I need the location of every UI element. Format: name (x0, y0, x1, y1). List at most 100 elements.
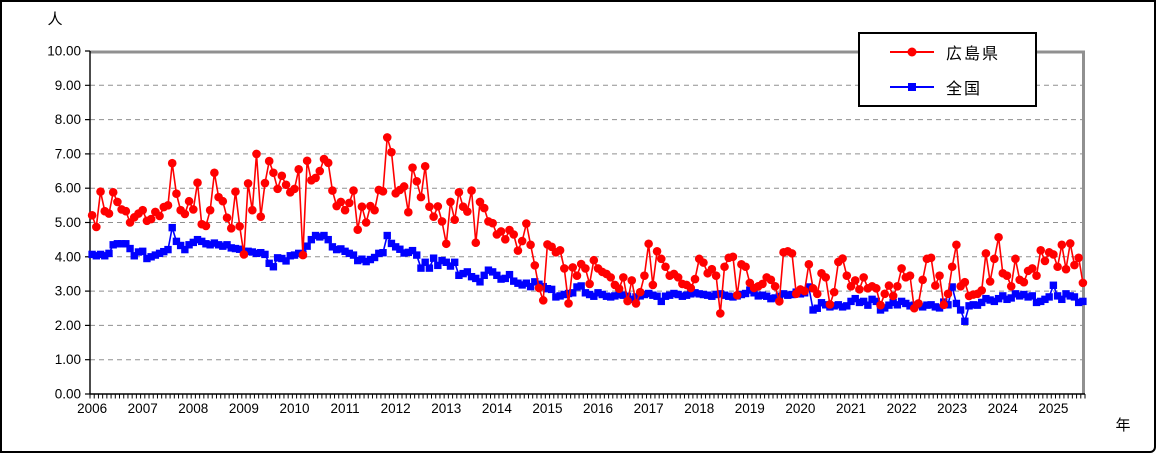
data-point-zenkoku (556, 292, 564, 300)
data-point-zenkoku (484, 266, 493, 274)
data-point-hiroshima (627, 276, 637, 285)
data-point-hiroshima (918, 275, 927, 285)
data-point-hiroshima (239, 250, 249, 259)
data-point-hiroshima (728, 252, 738, 262)
data-point-hiroshima (298, 250, 308, 260)
data-point-hiroshima (180, 209, 190, 219)
data-point-zenkoku (96, 250, 105, 259)
data-point-hiroshima (943, 289, 953, 299)
data-point-zenkoku (147, 253, 155, 261)
y-tick-label: 4.00 (55, 249, 81, 264)
data-point-zenkoku (117, 240, 126, 248)
data-point-hiroshima (1061, 264, 1071, 274)
red-line-circle-marker-icon (890, 47, 934, 57)
data-point-hiroshima (399, 182, 409, 191)
data-point-hiroshima (644, 239, 653, 249)
data-point-zenkoku (1032, 298, 1041, 307)
data-point-hiroshima (155, 211, 164, 221)
data-point-zenkoku (370, 253, 379, 262)
data-point-zenkoku (282, 257, 290, 265)
data-point-hiroshima (429, 212, 438, 221)
x-tick-label: 2014 (482, 401, 513, 416)
data-point-zenkoku (590, 292, 598, 300)
data-point-zenkoku (459, 269, 467, 278)
data-point-zenkoku (160, 247, 168, 256)
data-point-zenkoku (362, 257, 370, 266)
data-point-zenkoku (105, 249, 113, 258)
data-point-hiroshima (842, 271, 852, 280)
data-point-zenkoku (227, 244, 235, 252)
data-point-hiroshima (467, 186, 476, 195)
data-point-zenkoku (956, 306, 965, 314)
data-point-zenkoku (847, 297, 855, 306)
data-point-zenkoku (859, 297, 868, 306)
data-point-zenkoku (1028, 292, 1036, 300)
data-point-zenkoku (505, 270, 514, 279)
data-point-zenkoku (1049, 281, 1058, 289)
data-point-hiroshima (479, 203, 489, 213)
data-point-zenkoku (927, 301, 935, 309)
data-point-zenkoku (1024, 293, 1032, 301)
data-point-zenkoku (965, 302, 973, 310)
data-point-hiroshima (420, 161, 430, 171)
data-point-zenkoku (210, 239, 219, 247)
data-point-zenkoku (585, 290, 594, 299)
data-point-hiroshima (488, 218, 497, 228)
data-point-zenkoku (623, 292, 632, 300)
data-point-zenkoku (569, 289, 577, 297)
data-point-hiroshima (382, 133, 392, 142)
data-point-zenkoku (961, 317, 969, 325)
data-point-hiroshima (741, 262, 750, 272)
data-point-zenkoku (657, 297, 665, 306)
x-axis-unit-label: 年 (1115, 417, 1131, 434)
data-point-zenkoku (379, 248, 387, 257)
y-axis-unit-label: 人 (47, 11, 63, 28)
data-point-hiroshima (530, 261, 540, 270)
data-point-zenkoku (206, 241, 214, 249)
data-point-zenkoku (864, 301, 872, 309)
x-tick-label: 2007 (128, 401, 158, 416)
data-point-zenkoku (1003, 295, 1011, 304)
data-point-zenkoku (746, 286, 754, 294)
data-point-zenkoku (446, 262, 455, 270)
data-point-hiroshima (648, 280, 658, 290)
x-axis: 2006 2007 2008 2009 2010 2011 2012 2013 2014 2015… (77, 393, 1086, 416)
data-point-zenkoku (244, 247, 252, 256)
data-point-hiroshima (686, 283, 696, 293)
data-point-zenkoku (687, 290, 695, 298)
data-point-hiroshima (850, 276, 860, 285)
data-point-hiroshima (138, 205, 148, 215)
data-point-hiroshima (277, 171, 287, 181)
data-point-hiroshima (787, 249, 797, 258)
data-point-zenkoku (699, 290, 708, 299)
data-point-zenkoku (577, 282, 585, 290)
data-point-zenkoku (476, 278, 484, 286)
data-point-zenkoku (750, 289, 758, 297)
data-point-zenkoku (889, 298, 897, 307)
data-point-zenkoku (564, 289, 573, 298)
blue-line-square-marker-icon (890, 82, 934, 92)
data-point-zenkoku (876, 306, 885, 314)
data-point-hiroshima (323, 158, 333, 168)
data-point-hiroshima (471, 238, 481, 248)
data-point-hiroshima (880, 289, 890, 299)
data-point-hiroshima (614, 284, 624, 293)
data-point-hiroshima (766, 275, 776, 285)
data-point-zenkoku (261, 250, 269, 259)
data-point-zenkoku (214, 241, 223, 249)
data-point-hiroshima (496, 227, 506, 236)
data-point-zenkoku (779, 290, 788, 298)
data-point-zenkoku (581, 289, 590, 297)
data-point-hiroshima (222, 213, 232, 222)
data-point-hiroshima (635, 287, 645, 297)
data-point-zenkoku (817, 299, 826, 307)
data-point-hiroshima (876, 300, 885, 310)
data-point-zenkoku (434, 261, 442, 270)
data-point-zenkoku (510, 277, 518, 285)
y-tick-label: 10.00 (47, 44, 81, 59)
data-point-zenkoku (126, 244, 134, 253)
data-point-zenkoku (101, 252, 109, 260)
data-point-zenkoku (307, 235, 316, 244)
data-point-hiroshima (256, 212, 266, 221)
data-point-hiroshima (716, 309, 725, 318)
